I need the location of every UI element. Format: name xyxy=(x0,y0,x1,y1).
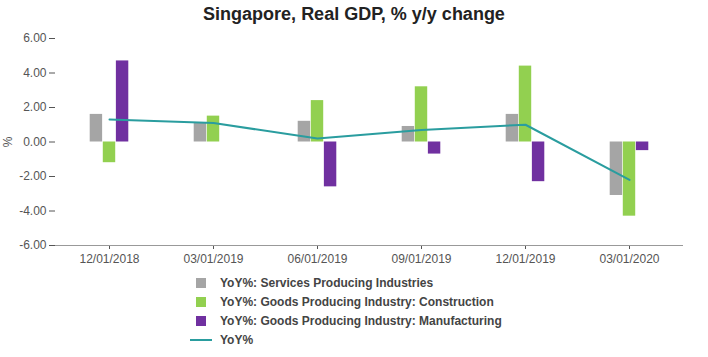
svg-text:12/01/2018: 12/01/2018 xyxy=(79,252,139,266)
svg-text:4.00: 4.00 xyxy=(23,66,47,80)
svg-text:0.00: 0.00 xyxy=(23,135,47,149)
svg-text:6.00: 6.00 xyxy=(23,31,47,45)
svg-text:09/01/2019: 09/01/2019 xyxy=(391,252,451,266)
svg-text:03/01/2020: 03/01/2020 xyxy=(599,252,659,266)
svg-text:-6.00: -6.00 xyxy=(19,238,47,252)
svg-text:-2.00: -2.00 xyxy=(19,169,47,183)
html-text:YoY%: Goods Producing Industry: YoY%: Goods Producing Industry: Manufact… xyxy=(220,313,502,328)
html-text:Singapore, Real GDP, % y/y cha: Singapore, Real GDP, % y/y change xyxy=(203,4,505,24)
svg-text:06/01/2019: 06/01/2019 xyxy=(287,252,347,266)
svg-text:12/01/2019: 12/01/2019 xyxy=(495,252,555,266)
svg-text:2.00: 2.00 xyxy=(23,100,47,114)
html-text:YoY%: Services Producing Indus: YoY%: Services Producing Industries xyxy=(220,275,434,290)
svg-text:03/01/2019: 03/01/2019 xyxy=(183,252,243,266)
svg-text:%: % xyxy=(1,136,15,147)
html-text:YoY%: YoY% xyxy=(220,332,254,347)
html-text:YoY%: Goods Producing Industry: YoY%: Goods Producing Industry: Construc… xyxy=(220,294,494,309)
svg-text:-4.00: -4.00 xyxy=(19,204,47,218)
